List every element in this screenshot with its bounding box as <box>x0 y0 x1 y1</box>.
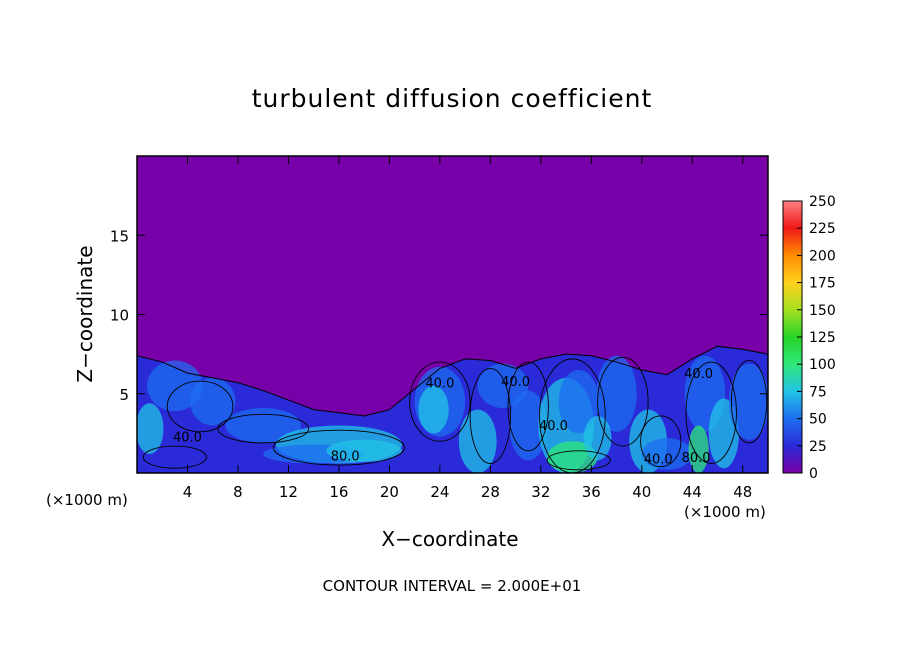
x-axis-label: X−coordinate <box>381 527 519 551</box>
turbulence-patch <box>477 363 529 409</box>
x-tick-label: 20 <box>380 483 399 501</box>
colorbar-tick-label: 25 <box>809 439 827 455</box>
heatmap-field <box>137 156 768 473</box>
turbulence-patch <box>458 409 497 473</box>
x-tick-label: 28 <box>481 483 500 501</box>
contour-label: 80.0 <box>331 449 360 464</box>
x-tick-label: 40 <box>632 483 651 501</box>
x-tick-label: 44 <box>683 483 702 501</box>
turbulence-patch <box>418 385 449 434</box>
contour-line <box>730 360 768 444</box>
x-tick-label: 48 <box>733 483 752 501</box>
y-axis: 5 10 15 <box>110 227 768 404</box>
colorbar-tick-label: 0 <box>809 466 818 482</box>
y-tick-label: 5 <box>119 386 129 404</box>
y-axis-label: Z−coordinate <box>73 245 97 383</box>
contour-label: 40.0 <box>644 452 673 467</box>
x-tick-label: 32 <box>531 483 550 501</box>
contour-line <box>685 361 737 464</box>
contour-label: 40.0 <box>684 367 713 382</box>
contour-label: 40.0 <box>501 375 530 390</box>
contour-line <box>546 450 611 471</box>
colorbar-tick-label: 175 <box>809 276 836 292</box>
x-tick-label: 16 <box>329 483 348 501</box>
x-tick-label: 4 <box>183 483 193 501</box>
turbulence-patch <box>641 438 693 470</box>
contour-label: 40.0 <box>539 419 568 434</box>
turbulence-patch <box>728 363 768 440</box>
contour-label: 80.0 <box>682 451 711 466</box>
colorbar-tick-label: 250 <box>809 194 836 210</box>
turbulence-patch <box>190 377 236 426</box>
colorbar-tick-label: 200 <box>809 248 836 264</box>
turbulence-patch <box>583 415 612 461</box>
y-tick-label: 15 <box>110 227 129 245</box>
y-tick-label: 10 <box>110 307 129 325</box>
turbulence-patch <box>225 408 302 443</box>
x-unit-left: (×1000 m) <box>46 491 128 509</box>
turbulence-patch <box>547 441 598 473</box>
contour-line <box>217 413 310 444</box>
contour-line <box>640 415 682 468</box>
turbulence-patch <box>326 439 403 462</box>
colorbar-tick-label: 150 <box>809 303 836 319</box>
chart-title: turbulent diffusion coefficient <box>251 84 653 113</box>
x-tick-label: 24 <box>430 483 449 501</box>
contour-label: 40.0 <box>425 376 454 391</box>
x-tick-label: 36 <box>582 483 601 501</box>
colorbar-tick-label: 100 <box>809 357 836 373</box>
x-tick-label: 8 <box>233 483 243 501</box>
colorbar-tick-label: 50 <box>809 412 827 428</box>
contour-interval-note: CONTOUR INTERVAL = 2.000E+01 <box>322 577 582 595</box>
contour-label: 40.0 <box>173 430 202 445</box>
turbulence-patch <box>509 390 548 461</box>
turbulence-patch <box>137 403 164 454</box>
colorbar-tick-label: 75 <box>809 384 827 400</box>
contour-line <box>142 445 207 469</box>
contour-line <box>166 380 234 433</box>
x-axis: 4 8 12 16 20 24 28 32 36 40 44 48 <box>183 156 752 501</box>
colorbar: 0 25 50 75 100 125 150 175 200 225 250 <box>782 194 836 482</box>
contour-line <box>137 345 768 473</box>
turbulence-patch <box>558 369 599 434</box>
contour-line <box>409 361 471 442</box>
contour-line <box>597 356 649 447</box>
colorbar-tick-label: 225 <box>809 221 836 237</box>
contour-line <box>469 367 512 464</box>
contour-lines: 40.0 40.0 40.0 40.0 80.0 40.0 40.0 80.0 <box>137 345 768 473</box>
turbulence-patch <box>596 355 637 432</box>
colorbar-tick-label: 125 <box>809 330 836 346</box>
contour-line <box>507 361 549 452</box>
contour-line <box>539 358 606 473</box>
x-unit-right: (×1000 m) <box>684 503 766 521</box>
x-tick-label: 12 <box>279 483 298 501</box>
